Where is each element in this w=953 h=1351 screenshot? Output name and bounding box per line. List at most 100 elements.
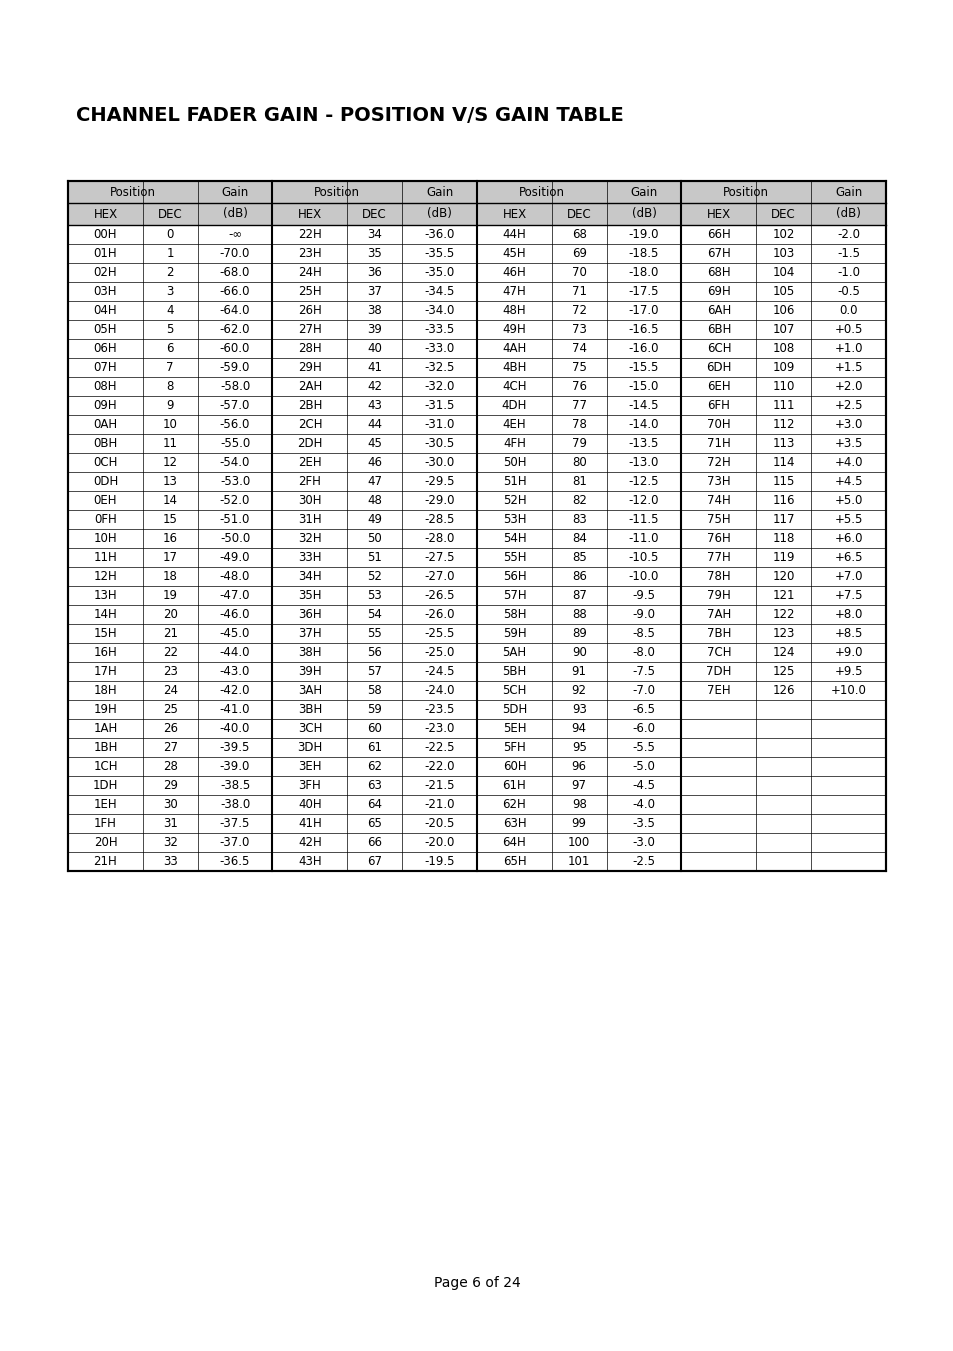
Text: 17: 17 (163, 551, 177, 563)
Text: 43: 43 (367, 399, 382, 412)
Text: 77: 77 (571, 399, 586, 412)
Text: 51H: 51H (502, 476, 526, 488)
Text: -8.5: -8.5 (632, 627, 655, 640)
Text: -26.0: -26.0 (424, 608, 455, 621)
Text: 3BH: 3BH (297, 703, 322, 716)
Text: -6.0: -6.0 (632, 721, 655, 735)
Text: 41H: 41H (297, 817, 321, 830)
Text: 117: 117 (772, 513, 794, 526)
Text: +1.5: +1.5 (833, 361, 862, 374)
Text: +8.0: +8.0 (834, 608, 862, 621)
Text: 47: 47 (367, 476, 382, 488)
Text: 7CH: 7CH (706, 646, 731, 659)
Text: 24: 24 (163, 684, 177, 697)
Text: -40.0: -40.0 (219, 721, 250, 735)
Text: 67H: 67H (706, 247, 730, 259)
Text: -62.0: -62.0 (219, 323, 250, 336)
Text: 0AH: 0AH (93, 417, 117, 431)
Text: 15H: 15H (93, 627, 117, 640)
Text: 31: 31 (163, 817, 177, 830)
Text: -34.5: -34.5 (424, 285, 455, 299)
Text: -35.5: -35.5 (424, 247, 455, 259)
Text: 4AH: 4AH (502, 342, 526, 355)
Text: HEX: HEX (706, 208, 730, 220)
Text: 93: 93 (571, 703, 586, 716)
Text: -50.0: -50.0 (219, 532, 250, 544)
Text: 2AH: 2AH (297, 380, 322, 393)
Text: 79: 79 (571, 436, 586, 450)
Text: 1AH: 1AH (93, 721, 117, 735)
Text: 82: 82 (571, 494, 586, 507)
Text: 30: 30 (163, 798, 177, 811)
Text: 28: 28 (163, 761, 177, 773)
Text: 7BH: 7BH (706, 627, 730, 640)
Text: 102: 102 (772, 228, 794, 240)
Text: +7.0: +7.0 (833, 570, 862, 584)
Text: 14H: 14H (93, 608, 117, 621)
Text: 81: 81 (571, 476, 586, 488)
Text: 74: 74 (571, 342, 586, 355)
Text: 4DH: 4DH (501, 399, 527, 412)
Text: 58H: 58H (502, 608, 526, 621)
Text: 118: 118 (772, 532, 794, 544)
Text: 115: 115 (772, 476, 794, 488)
Text: -6.5: -6.5 (632, 703, 655, 716)
Text: -37.0: -37.0 (219, 836, 250, 848)
Text: 68H: 68H (706, 266, 730, 280)
Bar (68, 203, 885, 226)
Text: 124: 124 (772, 646, 794, 659)
Text: HEX: HEX (297, 208, 322, 220)
Text: 3AH: 3AH (297, 684, 322, 697)
Text: 24H: 24H (297, 266, 321, 280)
Text: 3FH: 3FH (298, 780, 321, 792)
Text: 85: 85 (571, 551, 586, 563)
Text: 53H: 53H (502, 513, 526, 526)
Text: 125: 125 (772, 665, 794, 678)
Text: 30H: 30H (298, 494, 321, 507)
Text: -16.5: -16.5 (628, 323, 659, 336)
Text: 27H: 27H (297, 323, 321, 336)
Text: -13.0: -13.0 (628, 457, 659, 469)
Text: 34: 34 (367, 228, 382, 240)
Text: +7.5: +7.5 (833, 589, 862, 603)
Text: 14: 14 (163, 494, 177, 507)
Text: 3EH: 3EH (298, 761, 321, 773)
Text: 0: 0 (167, 228, 173, 240)
Text: 7EH: 7EH (706, 684, 730, 697)
Text: 34H: 34H (298, 570, 321, 584)
Text: 13: 13 (163, 476, 177, 488)
Text: -38.5: -38.5 (219, 780, 250, 792)
Text: -2.0: -2.0 (836, 228, 859, 240)
Text: -27.0: -27.0 (424, 570, 455, 584)
Text: 3DH: 3DH (297, 740, 322, 754)
Text: 46: 46 (367, 457, 382, 469)
Text: 42H: 42H (297, 836, 321, 848)
Text: 76: 76 (571, 380, 586, 393)
Text: DEC: DEC (157, 208, 182, 220)
Text: +4.5: +4.5 (833, 476, 862, 488)
Text: 65H: 65H (502, 855, 526, 867)
Text: 50H: 50H (502, 457, 526, 469)
Text: 55H: 55H (502, 551, 526, 563)
Text: 21: 21 (163, 627, 177, 640)
Text: 03H: 03H (93, 285, 117, 299)
Text: 04H: 04H (93, 304, 117, 317)
Text: (dB): (dB) (222, 208, 247, 220)
Text: 106: 106 (772, 304, 794, 317)
Text: -10.5: -10.5 (628, 551, 659, 563)
Text: 7: 7 (167, 361, 173, 374)
Text: 32H: 32H (298, 532, 321, 544)
Text: 84: 84 (571, 532, 586, 544)
Text: 5AH: 5AH (502, 646, 526, 659)
Text: 80: 80 (571, 457, 586, 469)
Text: 12H: 12H (93, 570, 117, 584)
Text: 87: 87 (571, 589, 586, 603)
Text: 0DH: 0DH (92, 476, 118, 488)
Text: 22H: 22H (297, 228, 321, 240)
Text: +4.0: +4.0 (833, 457, 862, 469)
Text: +1.0: +1.0 (833, 342, 862, 355)
Text: 0.0: 0.0 (839, 304, 857, 317)
Bar (68, 181, 885, 871)
Text: 63: 63 (367, 780, 382, 792)
Text: 64: 64 (367, 798, 382, 811)
